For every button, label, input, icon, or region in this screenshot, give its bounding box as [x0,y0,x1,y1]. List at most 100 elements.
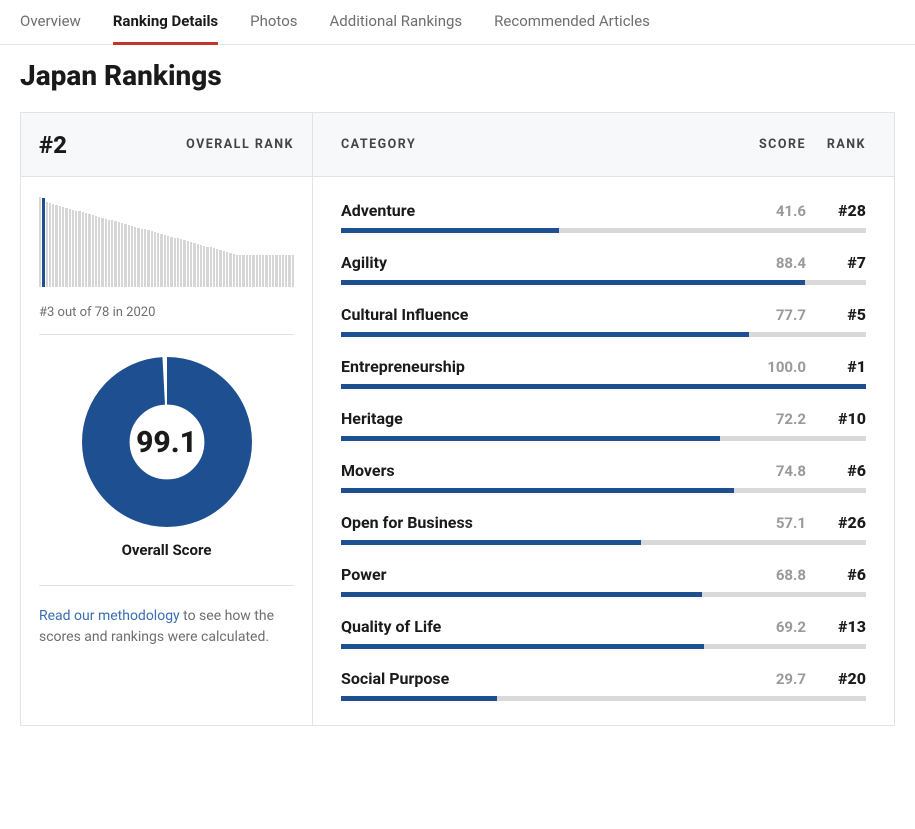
category-bar-track [341,592,866,597]
histogram-bar [233,254,235,287]
category-score: 41.6 [736,202,806,220]
tab-recommended-articles[interactable]: Recommended Articles [494,12,650,44]
histogram-bar [124,224,126,287]
category-bar-track [341,696,866,701]
category-bar-fill [341,488,734,493]
histogram-bar [236,255,238,287]
category-row[interactable]: Quality of Life69.2#13 [341,603,866,655]
category-row[interactable]: Cultural Influence77.7#5 [341,291,866,343]
histogram-bar [78,211,80,287]
category-row[interactable]: Agility88.4#7 [341,239,866,291]
category-bar-fill [341,592,702,597]
category-name: Heritage [341,409,736,428]
histogram-bar [279,255,281,287]
histogram-bar [105,219,107,287]
category-name: Cultural Influence [341,305,736,324]
category-bar-track [341,228,866,233]
histogram-bar [265,255,267,287]
overall-rank-label: OVERALL RANK [186,137,294,152]
overall-score-label: Overall Score [122,541,212,559]
category-rank: #28 [806,201,866,220]
histogram-bar [137,228,139,287]
category-name: Social Purpose [341,669,736,688]
category-bar-fill [341,436,720,441]
category-name: Adventure [341,201,736,220]
category-name: Movers [341,461,736,480]
category-rank: #26 [806,513,866,532]
header-score: SCORE [736,137,806,152]
category-bar-fill [341,696,497,701]
overall-score-block: 99.1 Overall Score [39,335,294,586]
histogram-bar [200,245,202,287]
histogram-bar [285,255,287,287]
methodology-link[interactable]: Read our methodology [39,608,180,624]
tab-ranking-details[interactable]: Ranking Details [113,12,218,44]
category-row[interactable]: Adventure41.6#28 [341,187,866,239]
histogram-bar [246,255,248,287]
category-row[interactable]: Entrepreneurship100.0#1 [341,343,866,395]
category-bar-track [341,436,866,441]
histogram-bar [39,197,41,287]
histogram-bar [55,205,57,287]
histogram-bar [128,225,130,287]
histogram-bar [229,253,231,287]
histogram-bar [167,236,169,287]
overall-score-donut: 99.1 [82,357,252,527]
categories-header: CATEGORY SCORE RANK [313,113,894,177]
histogram-bar [269,255,271,287]
histogram-bar [82,212,84,287]
histogram-bar [154,232,156,287]
tabs-nav: Overview Ranking Details Photos Additional … [0,0,915,45]
category-rank: #20 [806,669,866,688]
histogram-bar [101,218,103,287]
category-rank: #10 [806,409,866,428]
histogram-bar [197,244,199,287]
prior-year-note: #3 out of 78 in 2020 [39,287,294,335]
category-row[interactable]: Heritage72.2#10 [341,395,866,447]
histogram-bar [52,204,54,287]
histogram-bar [121,223,123,287]
category-score: 77.7 [736,306,806,324]
category-rank: #6 [806,565,866,584]
tab-overview[interactable]: Overview [20,12,81,44]
histogram-bar [111,220,113,287]
category-bar-fill [341,332,749,337]
histogram-bar [134,227,136,287]
histogram-bar [193,243,195,287]
category-row[interactable]: Open for Business57.1#26 [341,499,866,551]
histogram-bar [288,255,290,287]
tab-photos[interactable]: Photos [250,12,297,44]
category-bar-fill [341,280,805,285]
category-name: Agility [341,253,736,272]
category-row[interactable]: Movers74.8#6 [341,447,866,499]
histogram-bar [62,207,64,287]
histogram-bar [262,255,264,287]
histogram-bar [85,213,87,287]
histogram-bar [72,210,74,287]
histogram-bar [272,255,274,287]
histogram-bar [151,231,153,287]
histogram-bar [183,240,185,287]
histogram-bar [131,226,133,287]
histogram-bar [256,255,258,287]
histogram-bar [160,234,162,287]
category-row[interactable]: Social Purpose29.7#20 [341,655,866,707]
histogram-bar [252,255,254,287]
histogram-bar [95,216,97,287]
histogram-bar [275,255,277,287]
histogram-bar [242,255,244,287]
category-row[interactable]: Power68.8#6 [341,551,866,603]
category-name: Open for Business [341,513,736,532]
histogram-bar [177,238,179,287]
histogram-bar [170,237,172,287]
histogram-bar [157,233,159,287]
histogram-bar [108,220,110,288]
histogram-bar [141,229,143,288]
overall-rank-value: #2 [39,131,67,159]
histogram-bar [187,241,189,287]
category-name: Entrepreneurship [341,357,736,376]
page-title: Japan Rankings [0,45,915,112]
tab-additional-rankings[interactable]: Additional Rankings [330,12,463,44]
category-bar-fill [341,384,866,389]
category-rank: #7 [806,253,866,272]
